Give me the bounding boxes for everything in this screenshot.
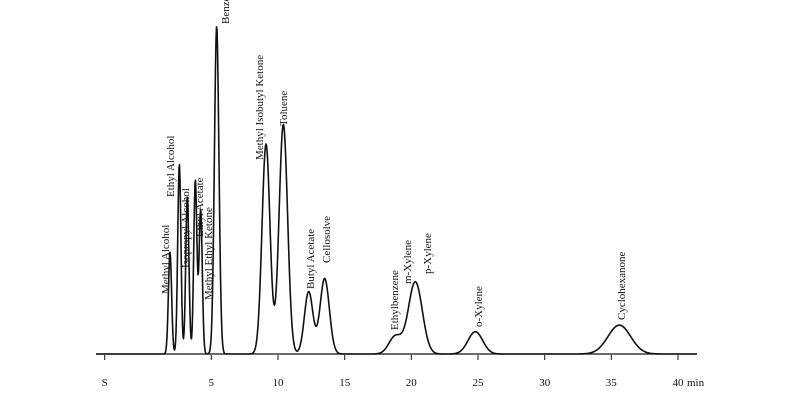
peak-label: Cyclohexanone — [616, 251, 628, 320]
x-tick-label: 5 — [209, 377, 215, 389]
peak-label: m-Xylene — [402, 240, 414, 284]
peak-label: Methyl Ethyl Ketone — [203, 207, 215, 300]
peak-label: Ethyl Alcohol — [165, 136, 177, 197]
x-tick-label: S — [102, 377, 108, 389]
x-tick-label: 10 — [273, 377, 285, 389]
peak-label: Ethylbenzene — [389, 270, 401, 330]
x-tick-label: 35 — [606, 377, 618, 389]
x-tick-label: 30 — [539, 377, 551, 389]
peak-label: p-Xylene — [422, 233, 434, 274]
x-tick-label: 15 — [339, 377, 351, 389]
peak-label: Methyl Isobutyl Ketone — [254, 55, 266, 160]
peak-label: Methyl Alcohol — [160, 225, 172, 294]
x-tick-label: 25 — [473, 377, 485, 389]
x-unit-label: min — [687, 377, 705, 389]
peak-label: Benzene — [220, 0, 232, 24]
peak-label: Cellosolve — [321, 216, 333, 263]
peak-label: o-Xylene — [473, 286, 485, 327]
peak-label: Ethyl Acetate — [194, 177, 206, 237]
x-axis: S 5 10 15 20 25 30 35 40 min — [96, 353, 705, 389]
x-tick-label: 40 — [673, 377, 685, 389]
peak-label: Isopropyl Alcohol — [180, 188, 192, 268]
peak-label: Butyl Acetate — [305, 229, 317, 289]
x-tick-label: 20 — [406, 377, 418, 389]
chromatogram-trace — [95, 26, 698, 355]
peak-label: Toluene — [278, 91, 290, 126]
